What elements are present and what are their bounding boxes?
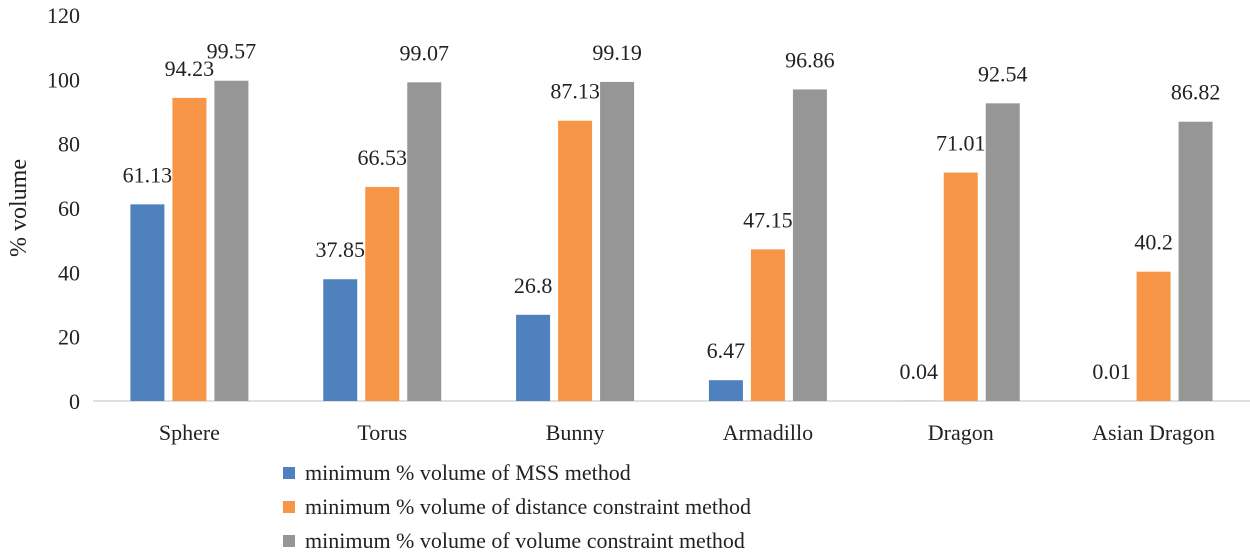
legend-item: minimum % volume of MSS method: [283, 456, 751, 490]
data-label: 87.13: [550, 79, 600, 104]
legend-label: minimum % volume of volume constraint me…: [305, 528, 745, 554]
legend-swatch: [283, 467, 295, 479]
bar-bunny-series-2: [558, 121, 592, 401]
bar-sphere-series-1: [130, 204, 164, 401]
legend-label: minimum % volume of distance constraint …: [305, 494, 751, 520]
data-label: 37.85: [316, 237, 366, 262]
x-category-label: Bunny: [546, 420, 605, 445]
data-label: 40.2: [1134, 230, 1173, 255]
legend-swatch: [283, 535, 295, 547]
data-label: 6.47: [707, 338, 746, 363]
legend: minimum % volume of MSS method minimum % …: [283, 456, 751, 558]
y-axis-label: % volume: [6, 159, 32, 257]
x-category-label: Asian Dragon: [1092, 420, 1215, 445]
bar-torus-series-2: [365, 187, 399, 401]
y-tick-label: 40: [58, 260, 80, 285]
y-tick-label: 20: [58, 325, 80, 350]
bar-dragon-series-3: [986, 103, 1020, 401]
legend-swatch: [283, 501, 295, 513]
data-label: 0.01: [1092, 359, 1131, 384]
bar-torus-series-1: [323, 279, 357, 401]
x-category-label: Dragon: [928, 420, 994, 445]
data-label: 26.8: [514, 273, 553, 298]
x-category-label: Sphere: [159, 420, 220, 445]
x-category-label: Torus: [357, 420, 407, 445]
data-label: 71.01: [936, 131, 986, 156]
bar-armadillo-series-3: [793, 89, 827, 401]
y-tick-label: 120: [47, 3, 80, 28]
data-label: 99.07: [400, 40, 450, 65]
bar-bunny-series-3: [600, 82, 634, 401]
bar-bunny-series-1: [516, 315, 550, 401]
data-label: 99.19: [592, 40, 642, 65]
y-tick-label: 100: [47, 67, 80, 92]
bar-asian-dragon-series-3: [1179, 122, 1213, 401]
bar-asian-dragon-series-2: [1137, 272, 1171, 401]
bar-torus-series-3: [407, 82, 441, 401]
bar-armadillo-series-2: [751, 249, 785, 401]
data-label: 99.57: [207, 39, 257, 64]
y-tick-label: 0: [69, 389, 80, 414]
data-label: 96.86: [785, 47, 835, 72]
x-category-label: Armadillo: [723, 420, 813, 445]
data-label: 86.82: [1171, 80, 1221, 105]
data-label: 92.54: [978, 61, 1028, 86]
data-label: 66.53: [358, 145, 408, 170]
data-label: 47.15: [743, 207, 793, 232]
y-tick-label: 60: [58, 196, 80, 221]
bar-sphere-series-2: [172, 98, 206, 401]
data-label: 0.04: [900, 359, 939, 384]
legend-label: minimum % volume of MSS method: [305, 460, 631, 486]
bar-armadillo-series-1: [709, 380, 743, 401]
bar-dragon-series-2: [944, 173, 978, 401]
legend-item: minimum % volume of distance constraint …: [283, 490, 751, 524]
legend-item: minimum % volume of volume constraint me…: [283, 524, 751, 558]
bar-sphere-series-3: [214, 81, 248, 401]
data-label: 61.13: [123, 162, 173, 187]
y-tick-label: 80: [58, 132, 80, 157]
